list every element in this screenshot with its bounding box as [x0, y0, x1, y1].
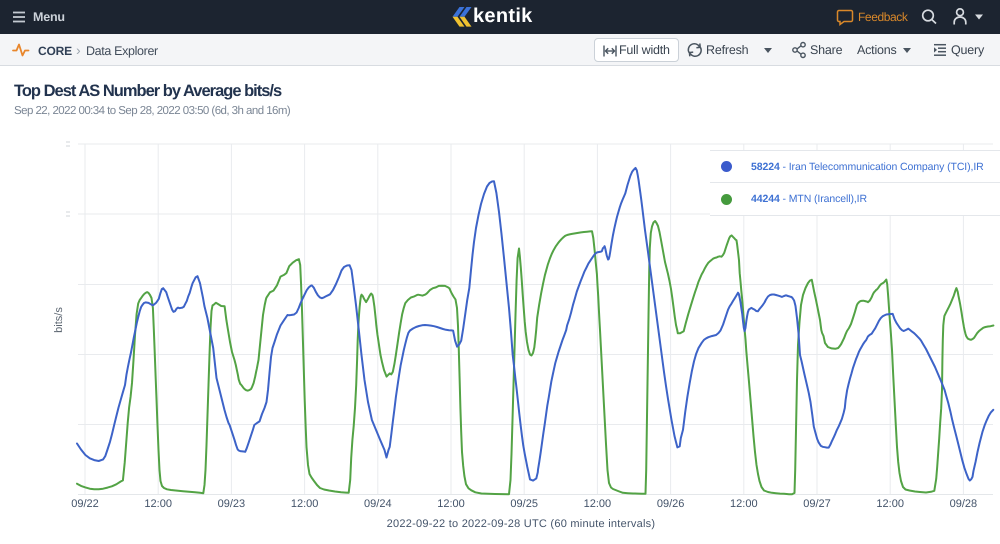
- svg-text:09/28: 09/28: [950, 498, 978, 510]
- svg-text:12:00: 12:00: [730, 498, 758, 510]
- svg-text:09/26: 09/26: [657, 498, 685, 510]
- svg-text:09/24: 09/24: [364, 498, 392, 510]
- svg-text:bits/s: bits/s: [53, 307, 65, 333]
- svg-text:12:00: 12:00: [144, 498, 172, 510]
- svg-text:09/25: 09/25: [510, 498, 538, 510]
- svg-text:09/22: 09/22: [71, 498, 99, 510]
- svg-text:09/27: 09/27: [803, 498, 831, 510]
- svg-text:2022-09-22 to 2022-09-28 UTC (: 2022-09-22 to 2022-09-28 UTC (60 minute …: [387, 518, 656, 530]
- svg-text:12:00: 12:00: [437, 498, 465, 510]
- svg-text:12:00: 12:00: [291, 498, 319, 510]
- svg-text:09/23: 09/23: [218, 498, 246, 510]
- svg-text:12:00: 12:00: [876, 498, 904, 510]
- svg-text:12:00: 12:00: [584, 498, 612, 510]
